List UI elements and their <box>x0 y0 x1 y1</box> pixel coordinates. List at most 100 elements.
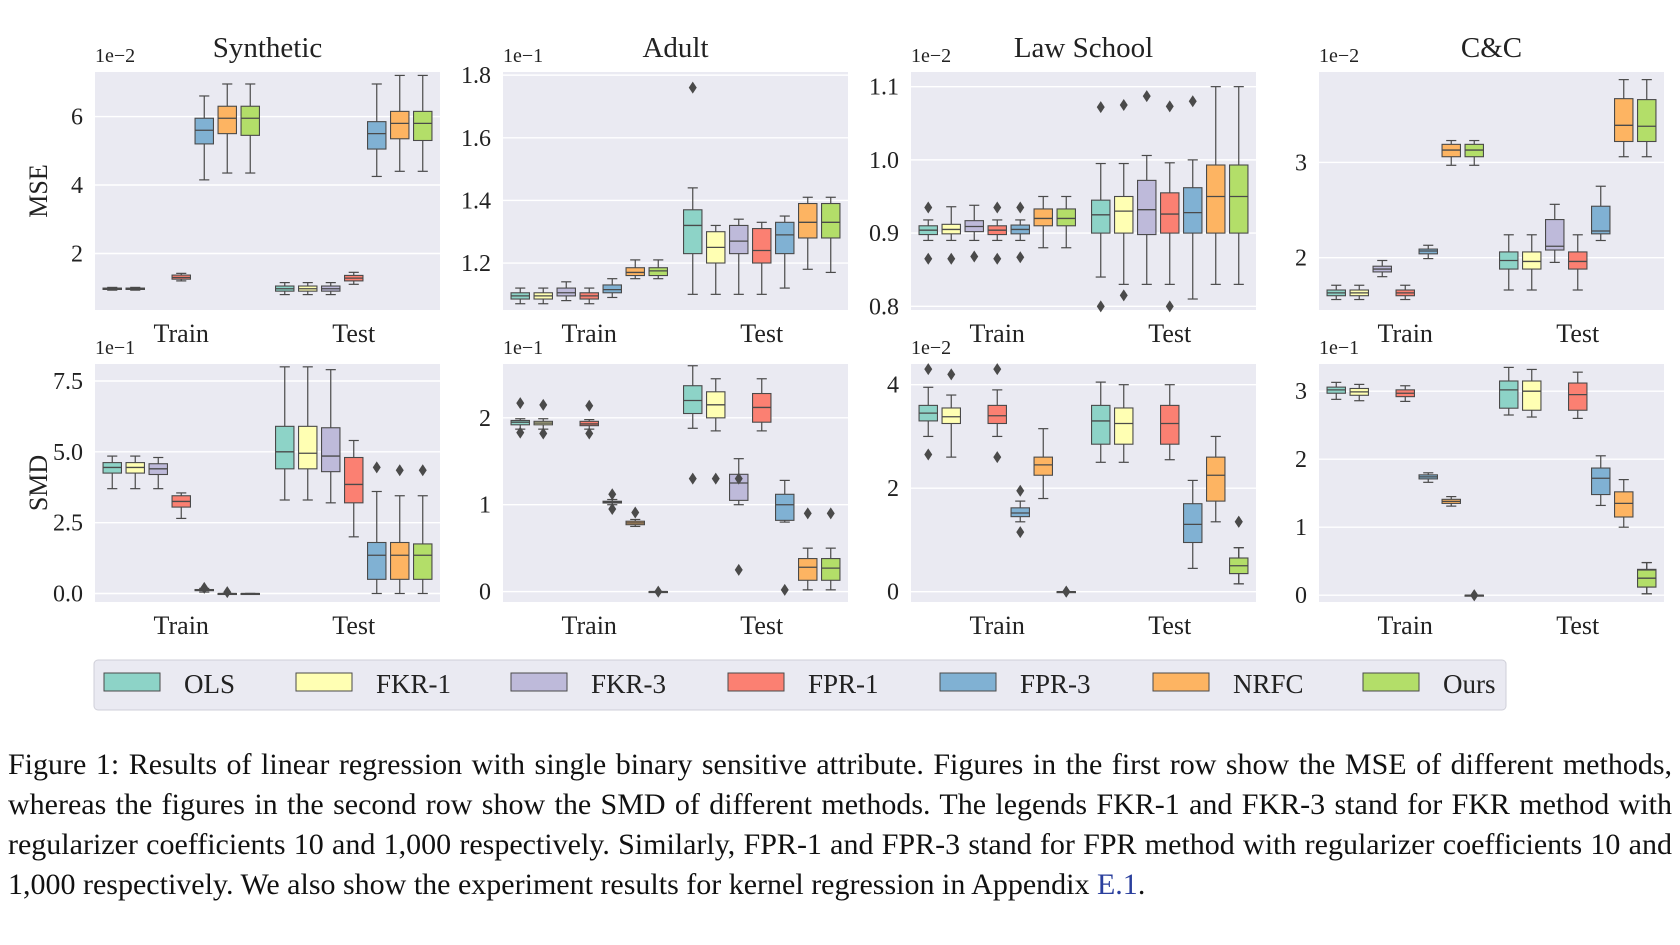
box-body <box>1545 219 1565 251</box>
axis-exponent: 1e−2 <box>1319 45 1359 67</box>
box-body <box>1160 404 1180 445</box>
box-body <box>320 427 341 473</box>
box-ours <box>240 83 261 174</box>
y-axis-label: SMD <box>24 455 53 511</box>
box-body <box>1091 199 1111 234</box>
y-tick-label: 3 <box>1295 379 1307 405</box>
box-fkr-1 <box>1114 384 1134 463</box>
outlier-marker <box>200 581 209 594</box>
box-body <box>1183 187 1203 234</box>
box-body <box>217 105 238 135</box>
box-fpr-1 <box>1395 385 1416 402</box>
box-fpr-3 <box>1010 484 1030 539</box>
y-tick-label: 7.5 <box>53 369 83 395</box>
box-fkr-3 <box>964 204 984 263</box>
outlier-marker <box>993 451 1002 464</box>
outlier-marker <box>993 363 1002 376</box>
box-nrfc <box>1441 139 1462 166</box>
outlier-marker <box>1165 100 1174 113</box>
box-body <box>366 541 387 580</box>
x-tick-label: Train <box>154 319 209 348</box>
box-body <box>1206 164 1226 234</box>
outlier-marker <box>372 461 381 474</box>
y-tick-label: 1 <box>1295 515 1307 541</box>
y-tick-label: 2 <box>71 241 83 267</box>
axis-exponent: 1e−2 <box>911 45 951 67</box>
outlier-marker <box>1142 90 1151 103</box>
box-ols <box>1326 284 1347 301</box>
outlier-marker <box>826 507 835 520</box>
box-fkr-1 <box>705 378 726 485</box>
panel-3: 0.8 0.9 1.0 1.1 1e−2 Law School Train Test <box>869 32 1256 348</box>
box-fkr-1 <box>705 224 726 295</box>
box-body <box>1183 503 1203 544</box>
box-nrfc <box>389 74 410 172</box>
box-fpr-3 <box>1418 244 1439 260</box>
box-fpr-3 <box>1010 201 1030 264</box>
box-fpr-3 <box>602 278 622 299</box>
axis-exponent: 1e−1 <box>1319 337 1359 359</box>
box-fkr-1 <box>533 287 553 305</box>
box-body <box>1091 404 1111 445</box>
box-fkr-3 <box>728 218 749 295</box>
outlier-marker <box>516 426 525 439</box>
y-tick-label: 4 <box>71 173 83 199</box>
box-fpr-3 <box>194 95 215 181</box>
box-ours <box>1229 515 1249 585</box>
box-body <box>625 267 645 277</box>
box-fpr-3 <box>602 488 622 516</box>
outlier-marker <box>924 252 933 265</box>
box-ols <box>274 282 295 296</box>
plot-background <box>95 364 440 602</box>
box-fpr-3 <box>366 83 387 178</box>
plot-background <box>1319 364 1664 602</box>
box-nrfc <box>389 464 410 595</box>
box-body <box>389 110 410 140</box>
box-body <box>987 404 1007 425</box>
box-ols <box>1091 381 1111 463</box>
box-body <box>389 541 410 580</box>
y-tick-label: 2 <box>479 406 491 432</box>
x-tick-label: Test <box>332 611 376 640</box>
box-body <box>648 267 668 277</box>
box-nrfc <box>1033 195 1054 249</box>
box-ols <box>510 397 530 439</box>
box-body <box>1114 407 1134 445</box>
box-body <box>1591 205 1611 235</box>
box-fkr-1 <box>941 368 961 458</box>
legend-swatch <box>510 672 568 692</box>
panel-2: 1.2 1.4 1.6 1.8 1e−1 Adult Train Test <box>461 32 848 348</box>
x-tick-label: Train <box>970 611 1025 640</box>
y-tick-label: 2 <box>1295 447 1307 473</box>
outlier-marker <box>734 472 743 485</box>
box-body <box>297 425 318 470</box>
legend-label: OLS <box>184 669 235 699</box>
outlier-marker <box>608 488 617 501</box>
box-body <box>797 202 818 239</box>
outlier-marker <box>711 472 720 485</box>
x-tick-label: Test <box>740 319 784 348</box>
box-ours <box>648 585 668 598</box>
box-fpr-1 <box>987 201 1007 265</box>
box-body <box>412 543 433 580</box>
appendix-link[interactable]: E.1 <box>1096 868 1138 901</box>
legend-swatch <box>939 672 997 692</box>
box-fpr-3 <box>1591 455 1611 507</box>
outlier-marker <box>947 252 956 265</box>
box-fkr-3 <box>320 369 341 504</box>
outlier-marker <box>1062 585 1071 598</box>
box-fkr-1 <box>941 206 961 265</box>
box-body <box>1114 195 1134 234</box>
y-tick-label: 1.1 <box>869 75 899 101</box>
box-fpr-3 <box>1183 479 1203 569</box>
legend-label: NRFC <box>1233 669 1304 699</box>
box-fpr-1 <box>579 287 599 305</box>
panel-title: Adult <box>642 32 708 64</box>
box-body <box>1033 456 1054 476</box>
y-tick-label: 0 <box>1295 583 1307 609</box>
outlier-marker <box>418 464 427 477</box>
box-ours <box>1464 139 1485 166</box>
legend-swatch <box>1152 672 1210 692</box>
outlier-marker <box>993 201 1002 214</box>
box-body <box>1010 507 1030 518</box>
